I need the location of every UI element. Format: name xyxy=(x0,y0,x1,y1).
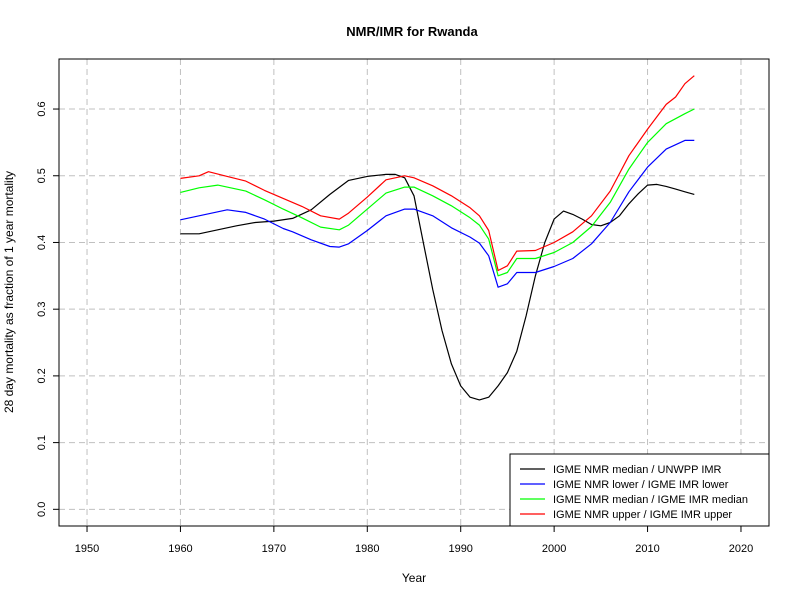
series-line-4 xyxy=(180,75,695,272)
legend-entry-label: IGME NMR lower / IGME IMR lower xyxy=(553,479,729,491)
x-tick-label: 1970 xyxy=(262,543,286,555)
x-tick-label: 1950 xyxy=(75,543,99,555)
y-tick-label: 0.2 xyxy=(36,368,48,383)
legend: IGME NMR median / UNWPP IMR IGME NMR lowe… xyxy=(509,453,770,527)
legend-entry-label: IGME NMR median / UNWPP IMR xyxy=(553,464,722,476)
x-axis: 1950 1960 1970 1980 1990 2000 2010 2020 xyxy=(75,526,753,555)
series-line-1 xyxy=(180,173,695,401)
y-tick-label: 0.5 xyxy=(36,168,48,183)
y-axis: 0.0 0.1 0.2 0.3 0.4 0.5 0.6 xyxy=(36,101,59,517)
x-tick-label: 2000 xyxy=(542,543,566,555)
series-group xyxy=(180,75,695,401)
y-tick-label: 0.6 xyxy=(36,101,48,116)
plot-frame xyxy=(58,58,770,527)
y-tick-label: 0.0 xyxy=(36,502,48,517)
x-tick-label: 1990 xyxy=(448,543,472,555)
y-tick-label: 0.3 xyxy=(36,302,48,317)
series-line-3 xyxy=(180,108,695,277)
x-tick-label: 2010 xyxy=(635,543,659,555)
x-axis-label: Year xyxy=(402,571,426,585)
legend-box xyxy=(509,453,770,527)
chart-title: NMR/IMR for Rwanda xyxy=(346,24,478,39)
y-tick-label: 0.1 xyxy=(36,435,48,450)
legend-entry-label: IGME NMR upper / IGME IMR upper xyxy=(553,509,732,521)
y-axis-label: 28 day mortality as fraction of 1 year m… xyxy=(2,171,16,413)
x-tick-label: 1980 xyxy=(355,543,379,555)
x-tick-label: 1960 xyxy=(168,543,192,555)
y-tick-label: 0.4 xyxy=(36,235,48,250)
x-tick-label: 2020 xyxy=(729,543,753,555)
legend-entry-label: IGME NMR median / IGME IMR median xyxy=(553,494,748,506)
series-line-2 xyxy=(180,139,695,288)
